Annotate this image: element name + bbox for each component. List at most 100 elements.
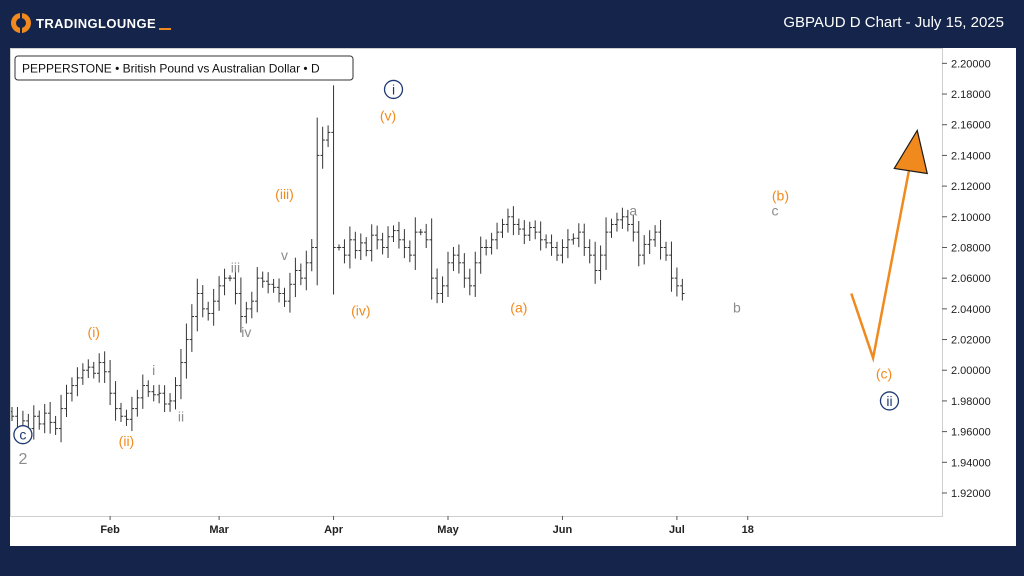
ohlc-bar bbox=[64, 384, 69, 418]
ohlc-bar bbox=[538, 221, 543, 251]
ohlc-bar bbox=[374, 225, 380, 250]
svg-text:v: v bbox=[281, 247, 288, 263]
wave-label: (iv) bbox=[351, 302, 370, 318]
ohlc-bar bbox=[620, 207, 625, 229]
ohlc-bar bbox=[549, 234, 554, 256]
wave-label: (a) bbox=[510, 299, 527, 315]
ohlc-bar bbox=[58, 394, 64, 443]
ohlc-bar bbox=[554, 241, 560, 261]
ohlc-bar bbox=[592, 241, 598, 284]
wave-label: (iii) bbox=[275, 186, 294, 202]
ohlc-bar bbox=[156, 384, 162, 404]
ohlc-bar bbox=[184, 323, 189, 379]
x-tick-label: Feb bbox=[100, 524, 120, 536]
y-tick-label: 1.94000 bbox=[951, 457, 991, 469]
svg-text:ii: ii bbox=[886, 393, 892, 409]
ohlc-bar bbox=[380, 232, 385, 255]
x-tick-label: Jun bbox=[553, 524, 573, 536]
x-tick-label: Jul bbox=[669, 524, 685, 536]
svg-text:(v): (v) bbox=[380, 108, 396, 124]
svg-text:(iv): (iv) bbox=[351, 302, 370, 318]
ohlc-bar bbox=[146, 380, 151, 397]
svg-text:(iii): (iii) bbox=[275, 186, 294, 202]
ohlc-bar bbox=[413, 217, 418, 270]
ohlc-bar bbox=[189, 304, 195, 352]
ohlc-bar bbox=[129, 396, 135, 432]
ohlc-bar bbox=[304, 250, 309, 291]
ohlc-bar bbox=[587, 239, 592, 264]
y-tick-label: 2.00000 bbox=[951, 365, 991, 377]
chart-panel[interactable]: 2.20000 2.18000 2.16000 2.14000 2.12000 2.100… bbox=[10, 48, 1016, 546]
ohlc-bar bbox=[674, 267, 680, 297]
ohlc-bar bbox=[576, 223, 581, 248]
ohlc-bar bbox=[331, 85, 336, 295]
trading-lounge-logo-icon bbox=[11, 13, 31, 33]
chart-title: GBPAUD D Chart - July 15, 2025 bbox=[783, 14, 1004, 31]
wave-label: ii bbox=[178, 408, 184, 424]
ohlc-bar bbox=[560, 239, 565, 264]
ohlc-bar bbox=[500, 218, 505, 238]
y-tick-label: 2.12000 bbox=[951, 181, 991, 193]
ohlc-bar bbox=[369, 224, 374, 262]
wave-label: c bbox=[772, 203, 779, 219]
ohlc-bar bbox=[636, 221, 641, 267]
x-tick-label: Apr bbox=[324, 524, 344, 536]
ohlc-bar bbox=[162, 385, 167, 413]
ohlc-bar bbox=[511, 206, 516, 236]
ohlc-bar bbox=[342, 239, 347, 264]
ohlc-bar bbox=[647, 230, 652, 254]
y-tick-label: 2.10000 bbox=[951, 212, 991, 224]
wave-label: b bbox=[733, 299, 741, 315]
ohlc-bar bbox=[418, 229, 423, 236]
y-tick-label: 2.04000 bbox=[951, 304, 991, 316]
ohlc-bar bbox=[494, 222, 500, 250]
y-tick-label: 2.20000 bbox=[951, 58, 991, 70]
ohlc-bar bbox=[522, 220, 527, 245]
svg-text:ii: ii bbox=[178, 408, 184, 424]
ohlc-bar bbox=[658, 220, 663, 260]
ohlc-bar bbox=[505, 208, 511, 233]
ohlc-bar bbox=[320, 126, 325, 169]
ohlc-bar bbox=[543, 234, 549, 249]
ohlc-bar bbox=[238, 277, 244, 333]
projection-line bbox=[850, 158, 913, 363]
x-tick-label: 18 bbox=[742, 524, 754, 536]
ohlc-bar bbox=[451, 246, 456, 272]
svg-text:PEPPERSTONE • British Pound vs: PEPPERSTONE • British Pound vs Australia… bbox=[22, 62, 320, 76]
logo-underline bbox=[159, 28, 172, 30]
ohlc-bar bbox=[669, 241, 674, 292]
ohlc-bar bbox=[598, 245, 603, 281]
ohlc-bar bbox=[467, 268, 472, 296]
ohlc-bar bbox=[434, 268, 440, 304]
ohlc-bar bbox=[195, 278, 200, 332]
ohlc-bar bbox=[402, 229, 407, 259]
ohlc-bar bbox=[151, 385, 156, 402]
svg-text:iv: iv bbox=[241, 324, 251, 340]
ohlc-bar bbox=[293, 257, 298, 298]
header: TRADINGLOUNGE GBPAUD D Chart - July 15, … bbox=[0, 0, 1024, 48]
ohlc-bar bbox=[118, 402, 124, 423]
x-tick-label: Mar bbox=[209, 524, 229, 536]
wave-label: a bbox=[629, 203, 637, 219]
ohlc-bar bbox=[80, 363, 86, 385]
price-chart[interactable]: 2.20000 2.18000 2.16000 2.14000 2.12000 2.100… bbox=[10, 48, 1016, 546]
ohlc-bar bbox=[483, 239, 489, 256]
ohlc-bar bbox=[309, 239, 314, 272]
ohlc-bar bbox=[516, 218, 522, 235]
svg-text:(i): (i) bbox=[88, 324, 100, 340]
ohlc-bar bbox=[200, 285, 205, 318]
ohlc-bar bbox=[614, 212, 620, 232]
wave-label: iv bbox=[241, 324, 251, 340]
ohlc-bar bbox=[260, 271, 265, 288]
ohlc-bar bbox=[167, 393, 173, 412]
ohlc-bar bbox=[391, 225, 396, 242]
ohlc-bar bbox=[642, 235, 647, 265]
wave-label: 2 bbox=[18, 451, 27, 468]
wave-label: (ii) bbox=[119, 433, 135, 449]
ohlc-bar bbox=[462, 253, 467, 288]
ohlc-bar bbox=[473, 251, 478, 297]
ohlc-bar bbox=[424, 223, 429, 249]
ohlc-bar bbox=[298, 263, 304, 286]
y-tick-label: 1.98000 bbox=[951, 396, 991, 408]
ohlc-bar bbox=[140, 374, 145, 409]
